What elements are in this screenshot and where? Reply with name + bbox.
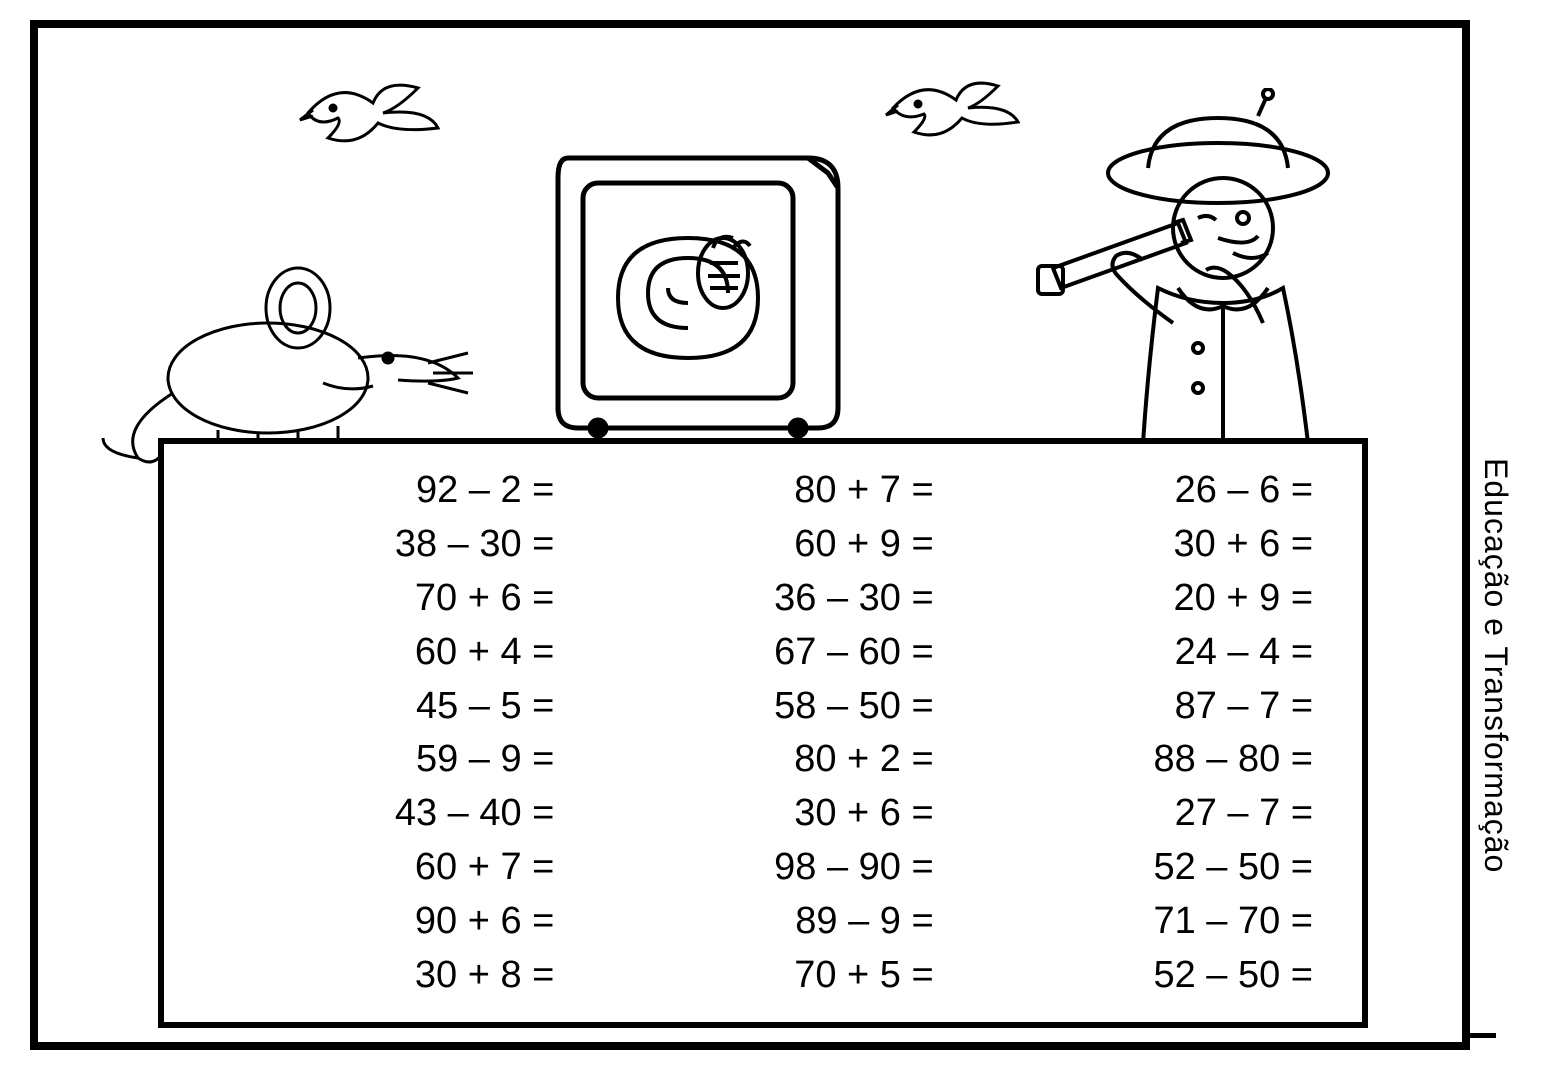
problem-item: 30 + 6 = xyxy=(794,792,933,835)
problem-item: 20 + 9 = xyxy=(1174,577,1313,620)
problem-item: 80 + 2 = xyxy=(794,738,933,781)
bird-left-icon xyxy=(288,58,448,168)
problems-box: 92 – 2 = 38 – 30 = 70 + 6 = 60 + 4 = 45 … xyxy=(158,438,1368,1028)
problem-item: 71 – 70 = xyxy=(1153,900,1313,943)
illustration-area xyxy=(38,28,1462,438)
problem-item: 38 – 30 = xyxy=(395,523,555,566)
problem-item: 52 – 50 = xyxy=(1153,954,1313,997)
problem-item: 89 – 9 = xyxy=(795,900,933,943)
problem-item: 60 + 7 = xyxy=(415,846,554,889)
mouse-icon xyxy=(98,208,478,468)
problem-item: 24 – 4 = xyxy=(1175,631,1313,674)
problem-item: 52 – 50 = xyxy=(1153,846,1313,889)
problem-item: 30 + 8 = xyxy=(415,954,554,997)
problems-column-3: 26 – 6 = 30 + 6 = 20 + 9 = 24 – 4 = 87 –… xyxy=(972,464,1313,1002)
problems-column-2: 80 + 7 = 60 + 9 = 36 – 30 = 67 – 60 = 58… xyxy=(592,464,933,1002)
tv-box-icon xyxy=(538,128,858,438)
problem-item: 88 – 80 = xyxy=(1153,738,1313,781)
problem-item: 87 – 7 = xyxy=(1175,685,1313,728)
problem-item: 90 + 6 = xyxy=(415,900,554,943)
person-telescope-icon xyxy=(998,88,1378,448)
problem-item: 80 + 7 = xyxy=(794,469,933,512)
problem-item: 59 – 9 = xyxy=(416,738,554,781)
problem-item: 70 + 6 = xyxy=(415,577,554,620)
problem-item: 60 + 4 = xyxy=(415,631,554,674)
source-label: Educação e Transformação xyxy=(1474,458,1514,1018)
problem-item: 58 – 50 = xyxy=(774,685,934,728)
problem-item: 45 – 5 = xyxy=(416,685,554,728)
problem-item: 43 – 40 = xyxy=(395,792,555,835)
problem-item: 67 – 60 = xyxy=(774,631,934,674)
problem-item: 36 – 30 = xyxy=(774,577,934,620)
problem-item: 92 – 2 = xyxy=(416,469,554,512)
problem-item: 70 + 5 = xyxy=(794,954,933,997)
problems-column-1: 92 – 2 = 38 – 30 = 70 + 6 = 60 + 4 = 45 … xyxy=(213,464,554,1002)
problem-item: 26 – 6 = xyxy=(1175,469,1313,512)
problem-item: 27 – 7 = xyxy=(1175,792,1313,835)
problem-item: 60 + 9 = xyxy=(794,523,933,566)
problem-item: 30 + 6 = xyxy=(1174,523,1313,566)
problem-item: 98 – 90 = xyxy=(774,846,934,889)
worksheet-frame: 92 – 2 = 38 – 30 = 70 + 6 = 60 + 4 = 45 … xyxy=(30,20,1470,1050)
